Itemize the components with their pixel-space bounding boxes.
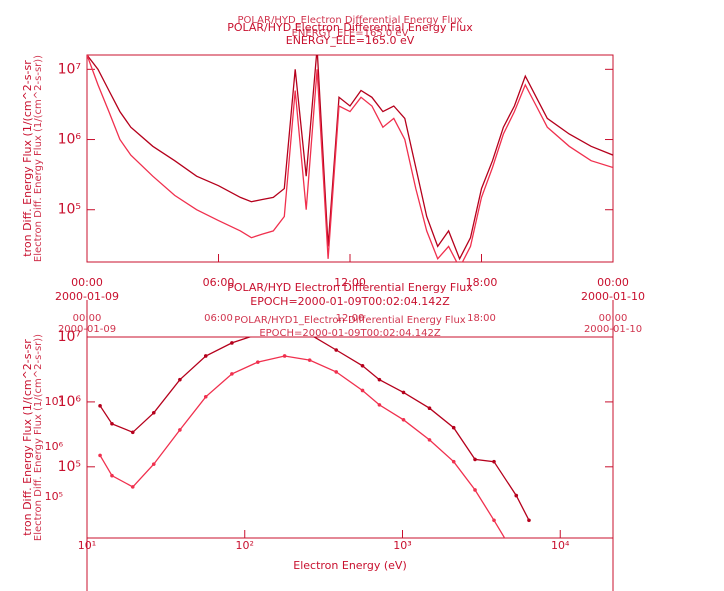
chart-title: POLAR/HYD Electron Differential Energy F… xyxy=(227,21,473,34)
data-point xyxy=(203,394,208,399)
data-point xyxy=(110,473,114,478)
data-point xyxy=(427,438,432,442)
data-point xyxy=(230,341,234,345)
data-line xyxy=(99,355,506,538)
data-point xyxy=(360,363,365,368)
x-tick-label: 12:00 xyxy=(334,276,366,289)
data-point xyxy=(451,459,456,464)
ghost-x-date-label: 2000-01-09 xyxy=(58,324,116,335)
ghost-y-axis-label: Electron Diff. Energy Flux (1/(cm^2-s-sr… xyxy=(33,55,44,262)
data-line xyxy=(87,55,613,261)
y-axis-label: tron Diff. Energy Flux (1/(cm^2-s-sr xyxy=(21,60,34,257)
y-tick-label: 10⁵ xyxy=(58,459,81,475)
data-line xyxy=(99,337,530,521)
data-point xyxy=(307,358,312,362)
data-point xyxy=(230,372,234,376)
x-axis-label: Electron Energy (eV) xyxy=(293,559,407,572)
data-point xyxy=(451,425,456,430)
data-point xyxy=(151,410,156,415)
ghost-x-tick-label: 06:00 xyxy=(204,313,233,324)
data-point xyxy=(110,421,114,426)
data-point xyxy=(401,390,406,395)
data-point xyxy=(473,488,477,492)
data-point xyxy=(282,354,287,358)
data-point xyxy=(130,485,135,489)
ghost-y-tick-label: 10⁷ xyxy=(45,395,63,408)
data-point xyxy=(178,377,182,382)
ghost-x-date-label: 2000-01-10 xyxy=(584,324,642,335)
y-axis-label: tron Diff. Energy Flux (1/(cm^2-s-sr xyxy=(21,339,34,536)
y-tick-label: 10⁶ xyxy=(58,132,82,148)
chart-subtitle: ENERGY_ELE=165.0 eV xyxy=(286,34,415,47)
data-point xyxy=(98,404,102,408)
data-point xyxy=(492,459,496,464)
data-point xyxy=(334,370,339,374)
ghost-subtitle: EPOCH=2000-01-09T00:02:04.142Z xyxy=(259,328,441,339)
data-point xyxy=(98,453,102,458)
data-point xyxy=(527,518,531,523)
data-point xyxy=(527,583,531,587)
x-date-label: 2000-01-09 xyxy=(55,290,119,303)
data-point xyxy=(377,403,382,407)
data-point xyxy=(360,388,365,393)
x-tick-label: 00:00 xyxy=(597,276,629,289)
data-point xyxy=(492,518,496,523)
y-tick-label: 10⁶ xyxy=(58,394,82,410)
ghost-y-axis-label: Electron Diff. Energy Flux (1/(cm^2-s-sr… xyxy=(33,334,44,541)
ghost-x-tick-label: 18:00 xyxy=(467,313,496,324)
x-tick-label: 10³ xyxy=(393,539,411,552)
chart-subtitle: EPOCH=2000-01-09T00:02:04.142Z xyxy=(250,295,450,308)
ghost-y-tick-label: 10⁵ xyxy=(45,490,63,503)
ghost-x-tick-label: 00:00 xyxy=(73,313,102,324)
data-point xyxy=(427,406,432,410)
data-point xyxy=(203,354,208,358)
plot-area xyxy=(87,55,613,262)
chart-title: POLAR/HYD Electron Differential Energy F… xyxy=(227,281,473,294)
data-point xyxy=(334,348,339,352)
x-tick-label: 18:00 xyxy=(466,276,498,289)
ghost-title: POLAR/HYD_Electron Differential Energy F… xyxy=(237,15,462,26)
x-tick-label: 00:00 xyxy=(71,276,103,289)
x-tick-label: 10¹ xyxy=(78,539,96,552)
x-tick-label: 10⁴ xyxy=(551,539,570,552)
data-point xyxy=(178,428,182,432)
data-point xyxy=(514,493,519,498)
y-tick-label: 10⁷ xyxy=(58,61,81,77)
ghost-title: POLAR/HYD1_Electron Differential Energy … xyxy=(234,315,465,326)
x-date-label: 2000-01-10 xyxy=(581,290,645,303)
data-point xyxy=(151,462,156,466)
ghost-x-tick-label: 00:00 xyxy=(599,313,628,324)
ghost-x-tick-label: 12:00 xyxy=(336,313,365,324)
plot-frame xyxy=(86,54,614,263)
ghost-y-tick-label: 10⁶ xyxy=(45,440,64,453)
x-tick-label: 06:00 xyxy=(203,276,235,289)
data-point xyxy=(256,360,260,364)
data-line xyxy=(87,55,613,262)
data-point xyxy=(514,556,518,560)
data-point xyxy=(401,417,406,422)
plot-area xyxy=(98,337,531,587)
data-point xyxy=(377,377,382,382)
y-tick-label: 10⁵ xyxy=(58,202,81,218)
ghost-subtitle: ENERGY_ELE=165.0 eV xyxy=(292,28,409,39)
data-point xyxy=(473,457,477,462)
y-tick-label: 10⁷ xyxy=(58,329,81,345)
plot-frame xyxy=(86,336,614,539)
x-tick-label: 10² xyxy=(236,539,254,552)
data-point xyxy=(130,430,135,435)
